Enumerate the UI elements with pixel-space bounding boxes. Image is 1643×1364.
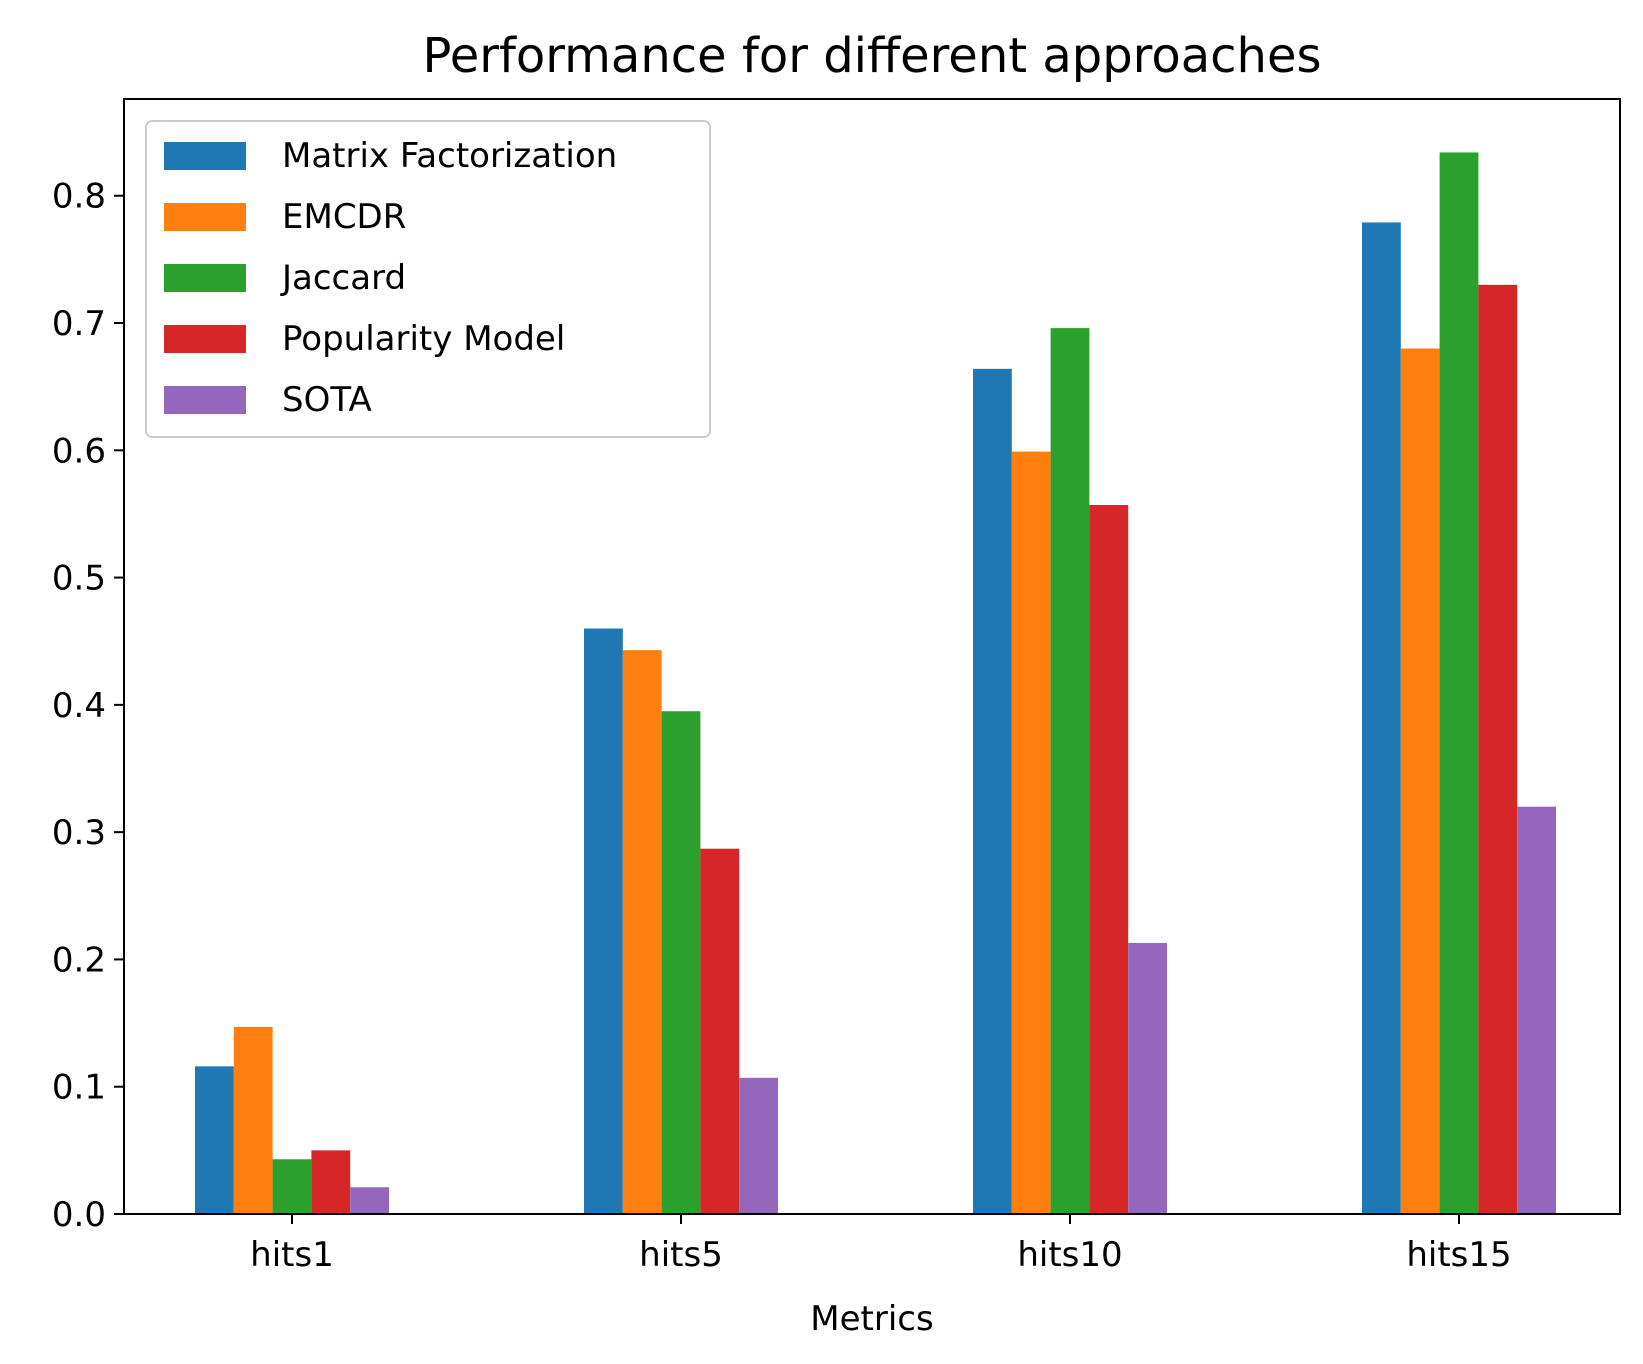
bar-jaccard-hits15 <box>1439 152 1479 1215</box>
plot-frame <box>123 98 1621 1215</box>
legend-swatch <box>164 325 246 353</box>
bar-jaccard-hits1 <box>272 1159 312 1214</box>
x-tick-label: hits10 <box>1017 1235 1122 1275</box>
x-tick-label: hits15 <box>1406 1235 1511 1275</box>
x-axis-label: Metrics <box>810 1299 933 1339</box>
y-tick-label: 0.6 <box>52 431 106 471</box>
bar-popularity-model-hits1 <box>311 1150 351 1214</box>
bar-popularity-model-hits15 <box>1478 284 1518 1215</box>
bar-popularity-model-hits10 <box>1089 505 1129 1214</box>
bar-sota-hits5 <box>739 1077 778 1214</box>
legend-entry: SOTA <box>282 380 372 420</box>
bar-emcdr-hits10 <box>1011 451 1051 1214</box>
bar-matrix-factorization-hits15 <box>1362 222 1401 1214</box>
bar-matrix-factorization-hits10 <box>973 368 1012 1215</box>
bar-matrix-factorization-hits5 <box>584 628 623 1214</box>
legend-swatch <box>164 386 246 414</box>
bar-emcdr-hits1 <box>233 1026 273 1214</box>
ticks-layer: 0.0 0.1 0.2 0.3 0.4 0.5 0.6 0.7 0.8 hits1 hits5 hit… <box>52 177 1512 1275</box>
legend: Matrix Factorization EMCDR Jaccard Populari… <box>145 120 711 438</box>
bar-matrix-factorization-hits1 <box>195 1066 234 1214</box>
bar-sota-hits1 <box>350 1187 389 1214</box>
legend-swatch <box>164 264 246 292</box>
legend-box <box>145 120 711 438</box>
bar-sota-hits15 <box>1517 806 1556 1214</box>
chart-title: Performance for different approaches <box>423 28 1322 84</box>
y-tick-label: 0.0 <box>52 1195 106 1235</box>
bar-emcdr-hits15 <box>1400 348 1440 1215</box>
bar-sota-hits10 <box>1128 942 1167 1214</box>
y-tick-label: 0.7 <box>52 304 106 344</box>
legend-entry: Jaccard <box>280 258 406 298</box>
y-tick-label: 0.5 <box>52 559 106 599</box>
x-tick-label: hits1 <box>250 1235 334 1275</box>
legend-swatch <box>164 203 246 231</box>
legend-entry: Popularity Model <box>282 319 565 359</box>
y-tick-label: 0.1 <box>52 1068 106 1108</box>
legend-swatch <box>164 142 246 170</box>
legend-entry: EMCDR <box>282 197 406 237</box>
y-tick-label: 0.8 <box>52 177 106 217</box>
x-tick-label: hits5 <box>639 1235 723 1275</box>
bar-popularity-model-hits5 <box>700 848 740 1214</box>
bar-jaccard-hits5 <box>661 711 701 1214</box>
bar-jaccard-hits10 <box>1050 328 1090 1214</box>
y-tick-label: 0.3 <box>52 813 106 853</box>
y-tick-label: 0.2 <box>52 940 106 980</box>
bar-emcdr-hits5 <box>622 650 662 1214</box>
y-tick-label: 0.4 <box>52 686 106 726</box>
bars-layer <box>195 152 1556 1215</box>
legend-entry: Matrix Factorization <box>282 136 617 176</box>
